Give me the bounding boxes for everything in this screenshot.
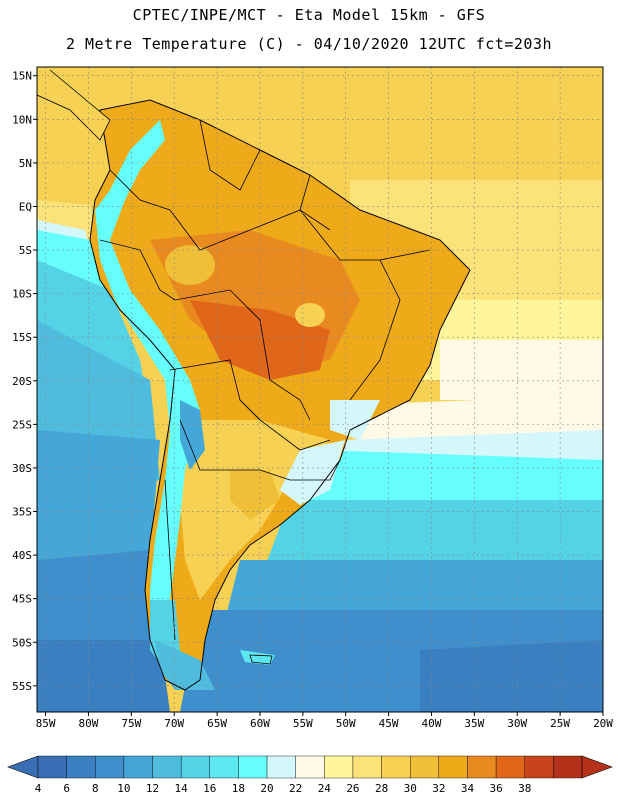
colorbar-swatch xyxy=(438,755,468,779)
colorbar-label: 6 xyxy=(63,782,70,795)
lon-label: 80W xyxy=(79,717,99,730)
colorbar-label: 28 xyxy=(375,782,388,795)
colorbar-swatch xyxy=(381,755,411,779)
lon-label: 20W xyxy=(593,717,613,730)
lat-label: 50S xyxy=(12,636,32,649)
colorbar-swatch xyxy=(66,755,96,779)
colorbar-label: 22 xyxy=(289,782,302,795)
colorbar-swatch xyxy=(524,755,554,779)
colorbar-label: 10 xyxy=(117,782,130,795)
colorbar-swatch xyxy=(95,755,125,779)
lon-label: 60W xyxy=(250,717,270,730)
colorbar-swatch xyxy=(123,755,153,779)
lat-label: 5N xyxy=(19,157,32,170)
lat-label: EQ xyxy=(19,200,32,213)
lat-label: 15S xyxy=(12,331,32,344)
colorbar-swatch xyxy=(209,755,239,779)
colorbar-arrow-low xyxy=(7,755,39,779)
colorbar-swatch xyxy=(467,755,497,779)
lon-label: 45W xyxy=(379,717,399,730)
lat-label: 10S xyxy=(12,288,32,301)
colorbar-label: 34 xyxy=(461,782,475,795)
colorbar-label: 14 xyxy=(175,782,189,795)
lat-label: 10N xyxy=(12,113,32,126)
field-layer xyxy=(37,67,603,712)
colorbar-swatch xyxy=(238,755,268,779)
lon-label: 75W xyxy=(121,717,141,730)
lat-label: 30S xyxy=(12,462,32,475)
lon-label: 85W xyxy=(36,717,56,730)
colorbar-swatch xyxy=(410,755,440,779)
axis-ticks xyxy=(33,75,604,716)
lat-label: 35S xyxy=(12,506,32,519)
colorbar-label: 26 xyxy=(346,782,359,795)
lon-label: 40W xyxy=(422,717,442,730)
lat-label: 40S xyxy=(12,549,32,562)
coastline xyxy=(89,99,471,691)
lat-label: 55S xyxy=(12,680,32,693)
lon-label: 30W xyxy=(507,717,527,730)
lat-lon-grid xyxy=(37,67,603,712)
lat-label: 15N xyxy=(12,70,32,83)
colorbar-swatch xyxy=(266,755,296,779)
lon-label: 50W xyxy=(336,717,356,730)
lon-label: 70W xyxy=(164,717,184,730)
colorbar-label: 4 xyxy=(35,782,42,795)
colorbar-label: 16 xyxy=(203,782,216,795)
colorbar-label: 24 xyxy=(318,782,332,795)
lon-label: 65W xyxy=(207,717,227,730)
colorbar-labels: 4 6 8 10 12 14 16 18 20 22 24 26 28 30 32 34 36 38 xyxy=(35,782,532,795)
colorbar-swatch xyxy=(495,755,525,779)
colorbar-label: 32 xyxy=(432,782,445,795)
lat-label: 25S xyxy=(12,418,32,431)
colorbar-label: 30 xyxy=(404,782,417,795)
colorbar-label: 36 xyxy=(489,782,502,795)
colorbar-swatch xyxy=(37,755,67,779)
colorbar-swatch xyxy=(180,755,210,779)
map-title-line-1: CPTEC/INPE/MCT - Eta Model 15km - GFS xyxy=(132,6,486,24)
colorbar-label: 20 xyxy=(260,782,273,795)
colorbar xyxy=(7,755,613,779)
lat-label: 5S xyxy=(19,244,32,257)
colorbar-label: 18 xyxy=(232,782,245,795)
country-borders xyxy=(99,119,431,641)
lon-label: 55W xyxy=(293,717,313,730)
colorbar-swatch xyxy=(553,755,583,779)
colorbar-swatch xyxy=(352,755,382,779)
colorbar-label: 38 xyxy=(518,782,531,795)
longitude-labels: 85W 80W 75W 70W 65W 60W 55W 50W 45W 40W 35W 30W 25W 2… xyxy=(36,717,614,730)
colorbar-arrow-high xyxy=(581,755,613,779)
colorbar-swatch xyxy=(295,755,325,779)
colorbar-swatch xyxy=(152,755,182,779)
colorbar-label: 8 xyxy=(92,782,99,795)
map-title-line-2: 2 Metre Temperature (C) - 04/10/2020 12U… xyxy=(65,35,553,53)
colorbar-label: 12 xyxy=(146,782,159,795)
map-frame xyxy=(36,66,604,713)
colorbar-swatch xyxy=(324,755,354,779)
lon-label: 35W xyxy=(464,717,484,730)
lat-label: 20S xyxy=(12,375,32,388)
latitude-labels: 15N 10N 5N EQ 5S 10S 15S 20S 25S 30S 35S 40S 45S 50S 5… xyxy=(12,70,32,693)
lat-label: 45S xyxy=(12,593,32,606)
lon-label: 25W xyxy=(550,717,570,730)
